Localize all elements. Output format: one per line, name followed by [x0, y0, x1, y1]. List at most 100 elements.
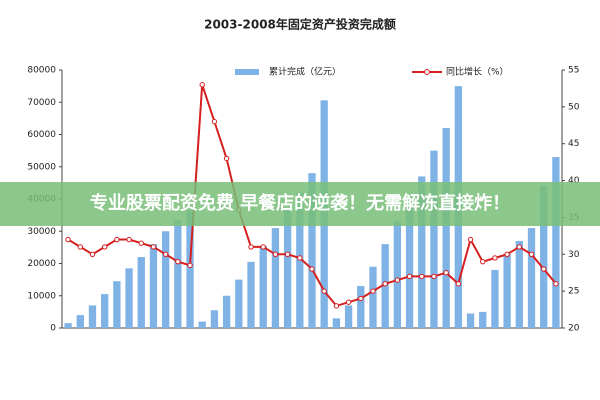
- y2-tick-label: 50: [568, 102, 580, 112]
- line-marker: [101, 244, 108, 250]
- bar: [552, 157, 560, 328]
- bar: [479, 311, 487, 328]
- y-tick-label: 20000: [27, 259, 56, 269]
- line-marker: [77, 244, 83, 250]
- line-marker: [175, 258, 181, 265]
- y-tick-label: 0: [50, 324, 56, 334]
- y2-tick-label: 25: [568, 287, 579, 297]
- bar: [174, 219, 182, 328]
- line-marker: [162, 251, 169, 257]
- chart-title: 2003-2008年固定资产投资完成额: [204, 17, 396, 32]
- bar: [271, 228, 280, 328]
- line-marker: [138, 240, 144, 246]
- bar: [101, 294, 109, 328]
- bar: [186, 210, 194, 328]
- bar: [210, 310, 219, 328]
- line-marker: [419, 273, 425, 280]
- line-marker: [492, 255, 498, 261]
- y-tick-label: 30000: [27, 227, 56, 237]
- line-marker: [382, 281, 388, 287]
- line-marker: [321, 288, 327, 294]
- line-marker: [370, 288, 376, 294]
- line-marker: [248, 244, 254, 250]
- line-marker: [358, 295, 364, 302]
- y-tick-label: 60000: [27, 130, 56, 140]
- line-marker: [150, 244, 157, 250]
- bar: [393, 221, 402, 328]
- bar: [491, 269, 499, 328]
- line-marker: [284, 251, 291, 257]
- line-marker: [223, 155, 230, 162]
- line-marker: [480, 258, 486, 265]
- legend-swatch: [235, 69, 259, 75]
- bar: [515, 240, 523, 328]
- bar: [308, 173, 316, 328]
- bar: [344, 305, 353, 328]
- line-marker: [114, 236, 120, 243]
- bar: [540, 186, 548, 328]
- legend-label: 同比增长（%）: [446, 66, 509, 78]
- bar: [137, 257, 145, 328]
- line-marker: [297, 255, 303, 261]
- bar: [149, 244, 158, 328]
- bar: [430, 150, 438, 328]
- bar: [88, 305, 97, 328]
- bar: [369, 266, 377, 328]
- bar: [357, 286, 365, 328]
- y2-tick-label: 55: [568, 66, 579, 76]
- bar: [162, 231, 170, 328]
- bar: [259, 245, 267, 328]
- y2-tick-label: 20: [568, 324, 580, 334]
- line-marker: [345, 299, 352, 305]
- line-marker: [211, 118, 218, 125]
- line-marker: [309, 266, 315, 272]
- bar: [283, 210, 292, 328]
- banner-bg: [0, 182, 600, 226]
- y2-tick-label: 45: [568, 139, 579, 149]
- y2-tick-label: 40: [568, 176, 580, 186]
- y-tick-label: 80000: [27, 66, 56, 76]
- bar: [527, 228, 536, 328]
- bar: [198, 321, 206, 328]
- y-tick-label: 10000: [27, 291, 56, 301]
- line-marker: [406, 273, 413, 280]
- bar: [64, 323, 72, 328]
- line-marker: [260, 244, 266, 250]
- line-marker: [455, 281, 462, 287]
- line-marker: [553, 281, 559, 287]
- line-marker: [528, 251, 535, 257]
- line-marker: [89, 251, 96, 257]
- line-marker: [443, 270, 449, 276]
- line-marker: [516, 244, 523, 250]
- line-marker: [272, 251, 279, 257]
- legend-label: 累计完成（亿元）: [269, 66, 341, 78]
- line-marker: [467, 236, 474, 243]
- bar: [113, 281, 121, 328]
- y-tick-label: 50000: [27, 162, 56, 172]
- legend-swatch: [424, 69, 430, 75]
- y2-tick-label: 30: [568, 250, 580, 260]
- line-marker: [541, 266, 547, 272]
- bar: [332, 318, 341, 328]
- bar: [235, 279, 243, 328]
- bar: [503, 253, 511, 328]
- line-marker: [126, 236, 132, 243]
- bar: [418, 176, 426, 328]
- banner-text: 专业股票配资免费 早餐店的逆袭！无需解冻直接炸！: [90, 192, 510, 214]
- y-tick-label: 70000: [27, 98, 56, 108]
- bar: [466, 313, 475, 328]
- line-marker: [504, 251, 510, 257]
- bar: [442, 128, 450, 328]
- bar: [76, 315, 84, 328]
- line-marker: [199, 82, 205, 88]
- line-marker: [431, 273, 437, 280]
- line-marker: [65, 236, 71, 243]
- bar: [405, 199, 414, 328]
- bar: [222, 295, 231, 328]
- line-marker: [187, 262, 193, 269]
- bar: [125, 268, 133, 328]
- line-marker: [333, 303, 340, 309]
- bar: [247, 261, 255, 328]
- line-marker: [394, 277, 401, 283]
